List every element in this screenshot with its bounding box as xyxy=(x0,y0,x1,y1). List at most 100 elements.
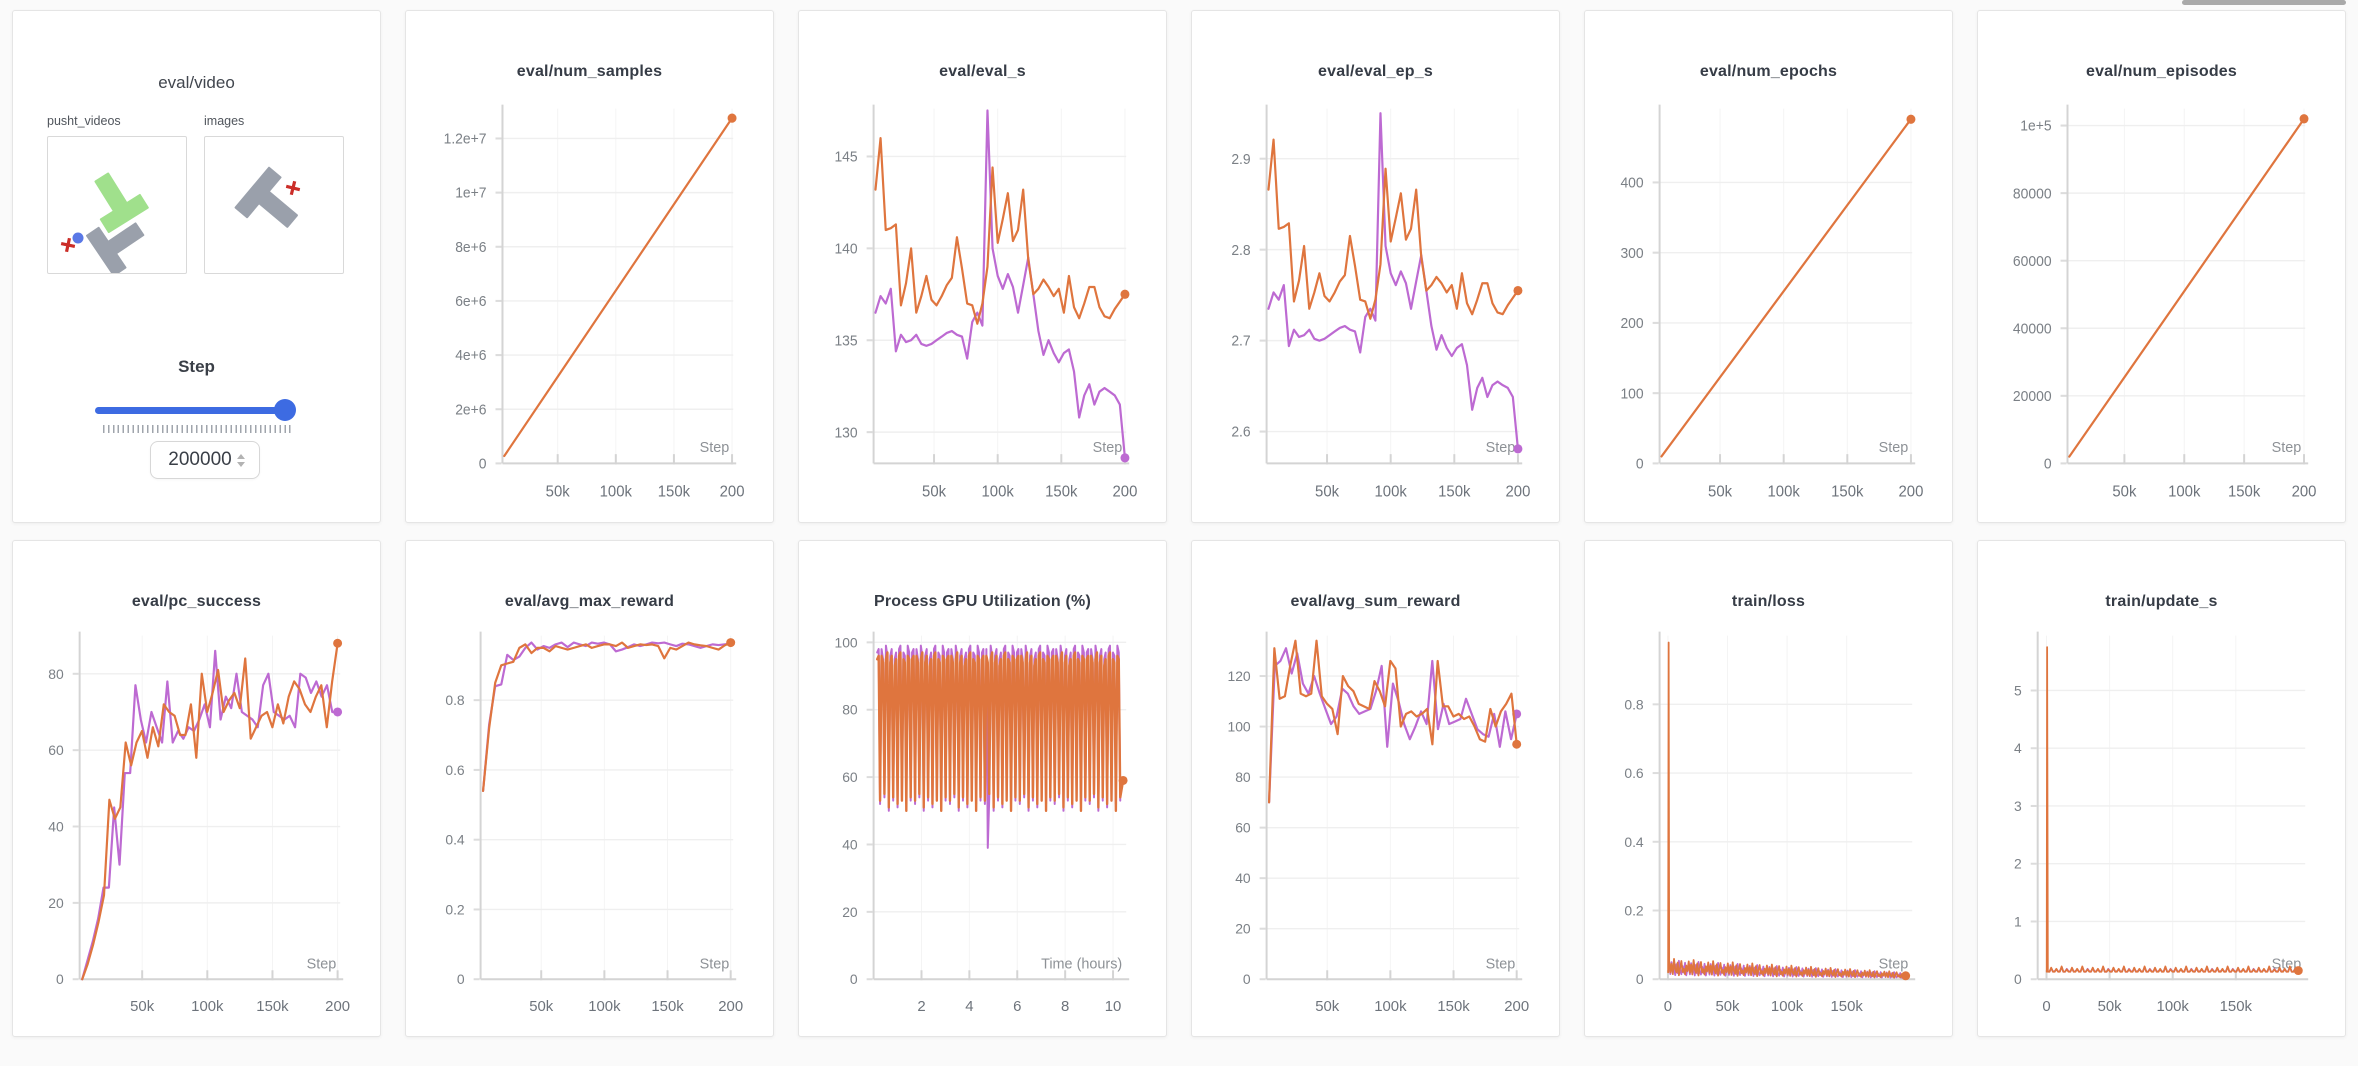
panel-gpu-utilization[interactable]: Process GPU Utilization (%) 0 20 40 60 80 100… xyxy=(798,540,1167,1037)
svg-text:8: 8 xyxy=(1061,998,1069,1015)
svg-text:100: 100 xyxy=(834,634,857,650)
chart-title: eval/num_epochs xyxy=(1699,63,1838,80)
svg-text:40: 40 xyxy=(48,818,64,834)
panel-train-update-s[interactable]: train/update_s 0 1 2 3 4 5 0 50k 100k 150k Step xyxy=(1977,540,2346,1037)
spinner-down-icon[interactable] xyxy=(237,461,245,467)
pusht-target-cross xyxy=(60,237,76,253)
svg-text:40: 40 xyxy=(842,836,858,852)
horizontal-scrollbar[interactable] xyxy=(2182,0,2346,5)
series-end-dot-orange xyxy=(1512,739,1522,749)
svg-text:50k: 50k xyxy=(922,483,946,500)
svg-text:80: 80 xyxy=(842,702,858,718)
panel-eval-eval-ep-s[interactable]: eval/eval_ep_s 2.6 2.7 2.8 2.9 50k 100k 150k 20… xyxy=(1191,10,1560,523)
panel-train-loss[interactable]: train/loss 0 0.2 0.4 0.6 0.8 0 50k 100k 150k Step xyxy=(1584,540,1953,1037)
svg-text:100k: 100k xyxy=(2168,483,2201,500)
series-end-dot-orange xyxy=(333,638,343,648)
panel-eval-pc-success[interactable]: eval/pc_success 0 20 40 60 80 50k 100k 150k 200 S… xyxy=(12,540,381,1037)
svg-text:2.6: 2.6 xyxy=(1231,425,1250,441)
svg-text:100k: 100k xyxy=(982,483,1015,500)
panel-eval-num-samples[interactable]: eval/num_samples 0 2e+6 4e+6 6e+6 8e+6 1e+7 1.… xyxy=(405,10,774,523)
svg-text:100: 100 xyxy=(1620,386,1643,402)
svg-text:0: 0 xyxy=(56,971,64,987)
svg-text:130: 130 xyxy=(834,425,857,441)
svg-text:0: 0 xyxy=(2014,971,2022,987)
svg-text:0.4: 0.4 xyxy=(1624,834,1644,850)
svg-text:1.2e+7: 1.2e+7 xyxy=(444,131,487,147)
svg-text:1e+7: 1e+7 xyxy=(455,186,486,202)
series-line-purple xyxy=(874,109,1127,459)
svg-text:50k: 50k xyxy=(2098,998,2123,1015)
svg-text:100k: 100k xyxy=(191,998,224,1015)
series-line-orange xyxy=(874,136,1127,325)
panel-eval-num-epochs[interactable]: eval/num_epochs 0 100 200 300 400 50k 100k 150k… xyxy=(1584,10,1953,523)
svg-text:0: 0 xyxy=(1636,456,1644,472)
svg-text:0.2: 0.2 xyxy=(445,901,465,917)
svg-text:40: 40 xyxy=(1235,870,1251,886)
series-line-orange xyxy=(2045,646,2300,973)
step-slider-track[interactable] xyxy=(95,407,295,414)
svg-text:2: 2 xyxy=(917,998,925,1015)
panel-eval-avg-max-reward[interactable]: eval/avg_max_reward 0 0.2 0.4 0.6 0.8 50k 100k… xyxy=(405,540,774,1037)
svg-text:20: 20 xyxy=(48,895,64,911)
step-input-spinner[interactable] xyxy=(237,453,245,467)
svg-text:100k: 100k xyxy=(1771,998,1804,1015)
step-input[interactable] xyxy=(150,441,260,479)
images-target-cross xyxy=(285,180,301,196)
svg-text:4: 4 xyxy=(2014,740,2022,756)
svg-text:200: 200 xyxy=(1506,483,1531,500)
svg-text:6e+6: 6e+6 xyxy=(455,294,486,310)
pusht-goal-t-shape xyxy=(94,172,149,234)
series-line-orange xyxy=(1267,639,1518,804)
series-end-dot-purple xyxy=(333,707,343,717)
video-thumbnail-pusht-videos[interactable] xyxy=(47,136,187,277)
svg-text:5: 5 xyxy=(2014,682,2022,698)
chart-eval-eval-ep-s: 2.6 2.7 2.8 2.9 50k 100k 150k 200 Step xyxy=(1231,104,1531,500)
svg-text:200: 200 xyxy=(720,483,745,500)
series-line-orange xyxy=(1667,641,1907,979)
svg-text:10: 10 xyxy=(1105,998,1122,1015)
svg-text:150k: 150k xyxy=(1831,483,1864,500)
svg-text:50k: 50k xyxy=(1315,483,1339,500)
svg-text:0: 0 xyxy=(2044,456,2052,472)
series-line-orange xyxy=(1660,118,1913,458)
step-input-field[interactable] xyxy=(165,449,235,471)
svg-text:0.4: 0.4 xyxy=(445,832,465,848)
svg-text:80: 80 xyxy=(48,666,64,682)
series-line-orange xyxy=(481,641,732,792)
chart-eval-pc-success: 0 20 40 60 80 50k 100k 150k 200 Step xyxy=(48,631,350,1015)
svg-text:20000: 20000 xyxy=(2013,389,2052,405)
svg-text:200: 200 xyxy=(2292,483,2317,500)
pusht-block-t-shape xyxy=(86,222,145,277)
svg-text:150k: 150k xyxy=(2228,483,2261,500)
chart-title: eval/avg_max_reward xyxy=(504,593,675,610)
step-slider-label: Step xyxy=(178,357,215,376)
step-slider-thumb[interactable] xyxy=(274,399,296,421)
svg-text:135: 135 xyxy=(834,333,857,349)
chart-title: eval/eval_s xyxy=(939,63,1026,80)
panel-eval-eval-s[interactable]: eval/eval_s 130 135 140 145 50k 100k 150k 200 St… xyxy=(798,10,1167,523)
svg-text:0.6: 0.6 xyxy=(445,762,465,778)
svg-text:150k: 150k xyxy=(1437,998,1470,1015)
svg-text:0: 0 xyxy=(2042,998,2050,1015)
panel-eval-video[interactable]: eval/video pusht_videos xyxy=(12,10,381,523)
chart-eval-avg-max-reward: 0 0.2 0.4 0.6 0.8 50k 100k 150k 200 Step xyxy=(445,631,743,1015)
svg-text:100k: 100k xyxy=(1375,483,1408,500)
svg-text:200: 200 xyxy=(1113,483,1138,500)
svg-text:0.2: 0.2 xyxy=(1624,902,1644,918)
video-thumbnail-images[interactable] xyxy=(204,136,344,274)
chart-eval-eval-s: 130 135 140 145 50k 100k 150k 200 Step xyxy=(834,104,1138,500)
panel-eval-num-episodes[interactable]: eval/num_episodes 0 20000 40000 60000 80000 1… xyxy=(1977,10,2346,523)
svg-text:80: 80 xyxy=(1235,769,1251,785)
step-slider[interactable] xyxy=(95,399,296,421)
svg-text:100k: 100k xyxy=(1768,483,1801,500)
svg-text:3: 3 xyxy=(2014,798,2022,814)
svg-text:2.9: 2.9 xyxy=(1231,152,1250,168)
series-end-dot-orange xyxy=(2299,114,2309,124)
svg-text:50k: 50k xyxy=(546,483,570,500)
svg-text:60: 60 xyxy=(48,742,64,758)
panel-eval-avg-sum-reward[interactable]: eval/avg_sum_reward 0 20 40 60 80 100 120 50k 10… xyxy=(1191,540,1560,1037)
svg-text:60000: 60000 xyxy=(2013,254,2052,270)
svg-text:Step: Step xyxy=(1879,440,1909,456)
spinner-up-icon[interactable] xyxy=(237,453,245,459)
svg-text:4: 4 xyxy=(965,998,973,1015)
